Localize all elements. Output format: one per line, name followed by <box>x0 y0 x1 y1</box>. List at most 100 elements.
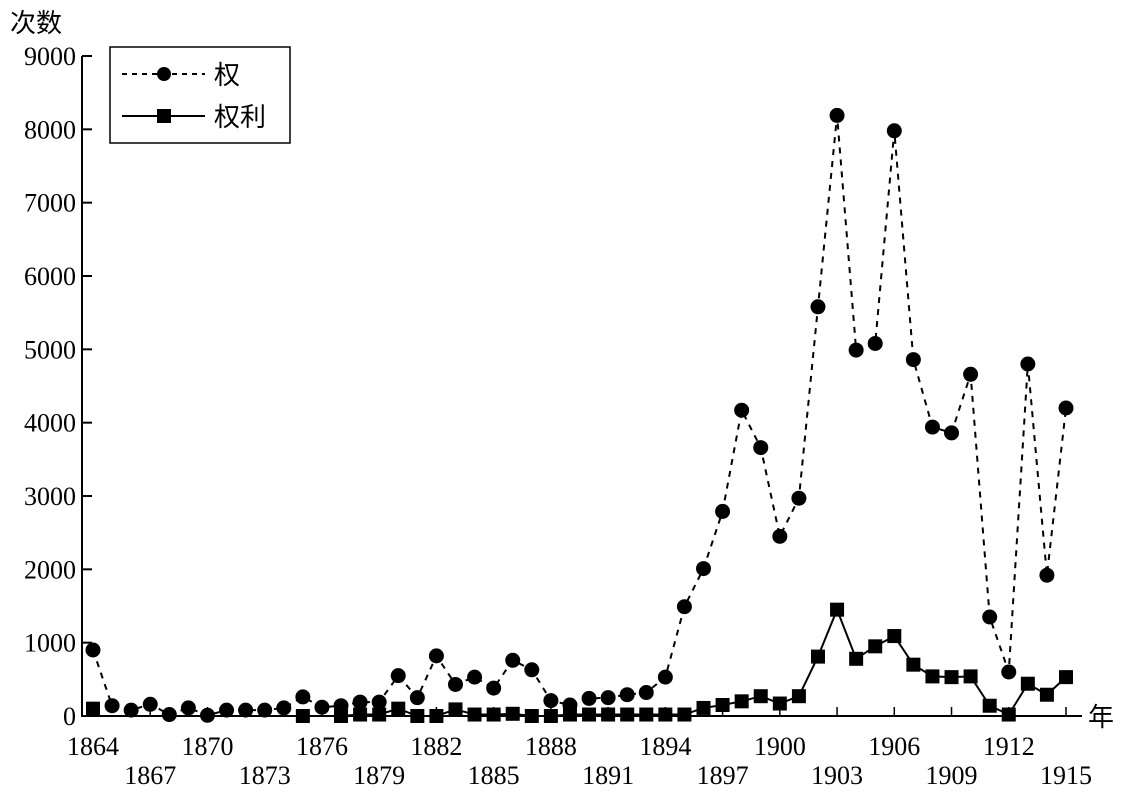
data-point-quan <box>1039 567 1055 583</box>
data-point-quanli <box>982 698 997 713</box>
data-point-quanli <box>391 701 406 716</box>
data-point-quan <box>199 707 215 723</box>
x-tick-label: 1867 <box>124 761 176 790</box>
data-point-quan <box>505 652 521 668</box>
data-point-quanli <box>86 701 100 716</box>
x-tick-label: 1906 <box>868 732 920 761</box>
data-point-quan <box>1001 664 1017 680</box>
data-point-quan <box>1020 356 1036 372</box>
x-tick-label: 1915 <box>1040 761 1092 790</box>
x-tick-label: 1882 <box>410 732 462 761</box>
data-point-quan <box>657 669 673 685</box>
data-point-quanli <box>486 707 501 722</box>
data-point-quanli <box>734 694 749 709</box>
y-tick-label: 9000 <box>24 42 76 71</box>
data-point-quan <box>352 694 368 710</box>
y-tick-label: 4000 <box>24 409 76 438</box>
data-point-quan <box>600 690 616 706</box>
data-point-quan <box>619 687 635 703</box>
data-point-quan <box>924 419 940 435</box>
data-point-quanli <box>429 709 444 723</box>
data-point-quan <box>791 490 807 506</box>
data-point-quanli <box>543 709 558 723</box>
data-point-quan <box>772 528 788 544</box>
data-point-quanli <box>830 602 845 617</box>
y-axis-label: 次数 <box>10 9 62 38</box>
data-point-quan <box>829 107 845 123</box>
data-point-quanli <box>906 657 921 672</box>
data-point-quan <box>295 689 311 705</box>
x-tick-label: 1909 <box>926 761 978 790</box>
y-tick-label: 6000 <box>24 262 76 291</box>
data-point-quanli <box>1039 687 1054 702</box>
data-point-quanli <box>505 706 520 721</box>
data-point-quanli <box>582 707 597 722</box>
data-point-quanli <box>410 709 425 723</box>
data-point-quanli <box>791 689 806 704</box>
data-point-quan <box>944 425 960 441</box>
data-point-quanli <box>524 709 539 723</box>
data-point-quan <box>314 699 330 715</box>
x-tick-label: 1876 <box>296 732 348 761</box>
data-point-quan <box>257 702 273 718</box>
x-tick-label: 1891 <box>582 761 634 790</box>
data-point-quanli <box>696 700 711 715</box>
x-tick-label: 1885 <box>468 761 520 790</box>
data-point-quanli <box>810 649 825 664</box>
data-point-quanli <box>772 696 787 711</box>
data-point-quan <box>676 599 692 615</box>
data-point-quan <box>886 123 902 139</box>
legend-marker-square <box>157 109 171 123</box>
data-point-quan <box>85 642 101 658</box>
y-tick-label: 3000 <box>24 482 76 511</box>
x-axis-label: 年 <box>1088 703 1114 732</box>
x-tick-label: 1897 <box>697 761 749 790</box>
data-point-quanli <box>658 707 673 722</box>
data-point-quanli <box>353 707 368 722</box>
data-point-quanli <box>944 670 959 685</box>
data-point-quan <box>447 676 463 692</box>
data-point-quan <box>428 648 444 664</box>
data-point-quanli <box>295 709 310 723</box>
y-tick-label: 0 <box>63 702 76 731</box>
data-point-quan <box>715 503 731 519</box>
data-point-quan <box>810 299 826 315</box>
x-tick-label: 1888 <box>525 732 577 761</box>
data-point-quan <box>409 690 425 706</box>
x-tick-label: 1879 <box>353 761 405 790</box>
data-point-quan <box>123 702 139 718</box>
data-point-quan <box>161 707 177 723</box>
data-point-quan <box>180 700 196 716</box>
data-point-quan <box>982 609 998 625</box>
legend: 权 权利 <box>109 46 291 144</box>
data-point-quan <box>638 685 654 701</box>
x-tick-label: 1864 <box>67 732 119 761</box>
data-point-quan <box>753 440 769 456</box>
data-point-quanli <box>1059 670 1073 685</box>
x-tick-label: 1912 <box>983 732 1035 761</box>
data-point-quanli <box>372 707 387 722</box>
y-tick-label: 1000 <box>24 629 76 658</box>
x-tick-label: 1870 <box>181 732 233 761</box>
data-point-quanli <box>601 707 616 722</box>
data-point-quanli <box>868 639 883 654</box>
data-point-quanli <box>448 702 463 717</box>
data-point-quan <box>734 402 750 418</box>
data-point-quanli <box>849 651 864 666</box>
y-tick-label: 7000 <box>24 189 76 218</box>
x-tick-label: 1894 <box>639 732 691 761</box>
data-point-quan <box>142 696 158 712</box>
data-point-quanli <box>1020 676 1035 691</box>
data-point-quan <box>276 700 292 716</box>
data-point-quan <box>963 366 979 382</box>
data-point-quan <box>848 342 864 358</box>
data-point-quanli <box>562 707 577 722</box>
x-tick-label: 1900 <box>754 732 806 761</box>
data-point-quan <box>543 693 559 709</box>
data-point-quan <box>696 561 712 577</box>
data-point-quan <box>867 335 883 351</box>
data-point-quan <box>486 680 502 696</box>
y-tick-label: 2000 <box>24 555 76 584</box>
data-point-quanli <box>467 707 482 722</box>
legend-label-quan: 权 <box>214 61 240 90</box>
